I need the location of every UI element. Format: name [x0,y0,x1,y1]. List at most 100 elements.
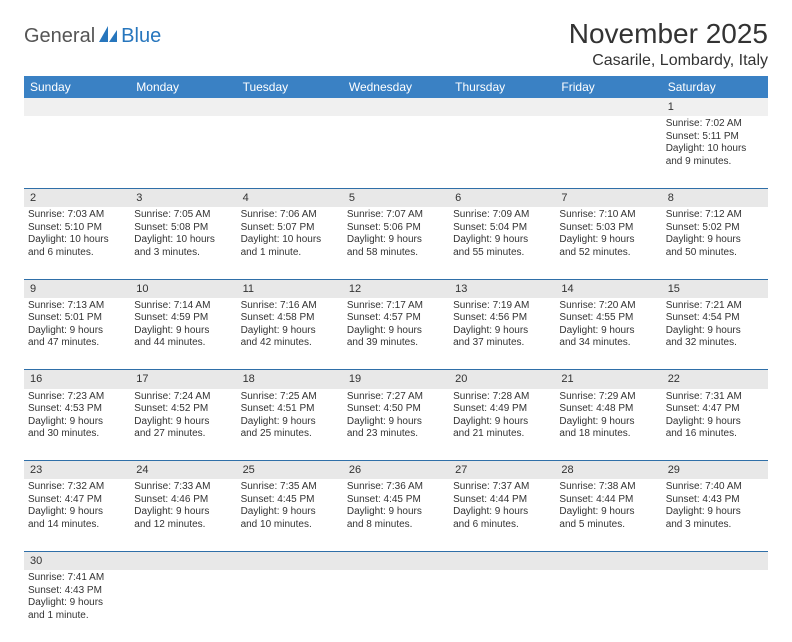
daylight-line: and 6 minutes. [28,247,126,260]
day-number [555,551,661,570]
daylight-line: Daylight: 9 hours [559,234,657,247]
sunrise-line: Sunrise: 7:41 AM [28,572,126,585]
daylight-line: and 14 minutes. [28,519,126,532]
day-cell: Sunrise: 7:38 AMSunset: 4:44 PMDaylight:… [555,479,661,551]
sunset-line: Sunset: 4:54 PM [666,312,764,325]
sunrise-line: Sunrise: 7:17 AM [347,300,445,313]
daylight-line: and 44 minutes. [134,337,232,350]
day-number: 19 [343,370,449,389]
sunset-line: Sunset: 5:04 PM [453,222,551,235]
day-number: 24 [130,461,236,480]
daylight-line: Daylight: 9 hours [453,234,551,247]
sunset-line: Sunset: 4:47 PM [28,494,126,507]
daylight-line: Daylight: 9 hours [28,506,126,519]
page-header: General Blue November 2025 Casarile, Lom… [24,18,768,70]
sunrise-line: Sunrise: 7:29 AM [559,391,657,404]
daylight-line: Daylight: 9 hours [241,416,339,429]
sunrise-line: Sunrise: 7:32 AM [28,481,126,494]
day-cell [237,570,343,642]
sunrise-line: Sunrise: 7:13 AM [28,300,126,313]
sunset-line: Sunset: 4:49 PM [453,403,551,416]
sunset-line: Sunset: 5:06 PM [347,222,445,235]
day-number: 20 [449,370,555,389]
day-number [449,551,555,570]
day-cell [449,116,555,188]
daynum-row: 16171819202122 [24,370,768,389]
day-number [343,551,449,570]
week-row: Sunrise: 7:23 AMSunset: 4:53 PMDaylight:… [24,389,768,461]
sunset-line: Sunset: 4:52 PM [134,403,232,416]
day-number: 14 [555,279,661,298]
day-number: 23 [24,461,130,480]
day-number [237,551,343,570]
sunset-line: Sunset: 4:50 PM [347,403,445,416]
week-row: Sunrise: 7:02 AMSunset: 5:11 PMDaylight:… [24,116,768,188]
day-cell: Sunrise: 7:41 AMSunset: 4:43 PMDaylight:… [24,570,130,642]
day-cell: Sunrise: 7:29 AMSunset: 4:48 PMDaylight:… [555,389,661,461]
day-number: 26 [343,461,449,480]
week-row: Sunrise: 7:03 AMSunset: 5:10 PMDaylight:… [24,207,768,279]
daylight-line: and 9 minutes. [666,156,764,169]
daynum-row: 9101112131415 [24,279,768,298]
day-number: 22 [662,370,768,389]
day-header-row: Sunday Monday Tuesday Wednesday Thursday… [24,76,768,98]
day-number: 25 [237,461,343,480]
sail-icon [97,24,119,49]
sunrise-line: Sunrise: 7:24 AM [134,391,232,404]
sunrise-line: Sunrise: 7:05 AM [134,209,232,222]
sunrise-line: Sunrise: 7:03 AM [28,209,126,222]
daylight-line: Daylight: 9 hours [28,325,126,338]
sunset-line: Sunset: 5:07 PM [241,222,339,235]
month-title: November 2025 [569,18,768,50]
sunset-line: Sunset: 4:46 PM [134,494,232,507]
day-number: 27 [449,461,555,480]
sunset-line: Sunset: 4:43 PM [28,585,126,598]
day-number: 4 [237,188,343,207]
day-number: 1 [662,98,768,116]
day-cell [343,570,449,642]
daylight-line: and 25 minutes. [241,428,339,441]
day-header: Thursday [449,76,555,98]
daylight-line: and 21 minutes. [453,428,551,441]
day-number: 18 [237,370,343,389]
sunrise-line: Sunrise: 7:23 AM [28,391,126,404]
day-cell: Sunrise: 7:10 AMSunset: 5:03 PMDaylight:… [555,207,661,279]
day-number: 16 [24,370,130,389]
day-cell: Sunrise: 7:28 AMSunset: 4:49 PMDaylight:… [449,389,555,461]
daylight-line: and 1 minute. [241,247,339,260]
day-cell: Sunrise: 7:03 AMSunset: 5:10 PMDaylight:… [24,207,130,279]
daylight-line: Daylight: 9 hours [241,506,339,519]
daylight-line: and 55 minutes. [453,247,551,260]
sunrise-line: Sunrise: 7:10 AM [559,209,657,222]
day-number: 8 [662,188,768,207]
day-cell: Sunrise: 7:23 AMSunset: 4:53 PMDaylight:… [24,389,130,461]
logo-text-blue: Blue [121,25,161,48]
day-number [449,98,555,116]
day-cell: Sunrise: 7:24 AMSunset: 4:52 PMDaylight:… [130,389,236,461]
daylight-line: Daylight: 9 hours [134,416,232,429]
day-number [343,98,449,116]
day-cell: Sunrise: 7:06 AMSunset: 5:07 PMDaylight:… [237,207,343,279]
logo-text-dark: General [24,25,95,48]
sunrise-line: Sunrise: 7:14 AM [134,300,232,313]
day-cell [343,116,449,188]
sunrise-line: Sunrise: 7:12 AM [666,209,764,222]
daylight-line: and 3 minutes. [134,247,232,260]
day-cell: Sunrise: 7:40 AMSunset: 4:43 PMDaylight:… [662,479,768,551]
day-number: 11 [237,279,343,298]
day-cell: Sunrise: 7:31 AMSunset: 4:47 PMDaylight:… [662,389,768,461]
day-cell [662,570,768,642]
day-cell [24,116,130,188]
daylight-line: and 30 minutes. [28,428,126,441]
daylight-line: Daylight: 9 hours [28,416,126,429]
daynum-row: 1 [24,98,768,116]
logo: General Blue [24,18,161,49]
daylight-line: and 39 minutes. [347,337,445,350]
day-number: 13 [449,279,555,298]
week-row: Sunrise: 7:32 AMSunset: 4:47 PMDaylight:… [24,479,768,551]
sunset-line: Sunset: 4:43 PM [666,494,764,507]
day-cell: Sunrise: 7:19 AMSunset: 4:56 PMDaylight:… [449,298,555,370]
day-cell: Sunrise: 7:12 AMSunset: 5:02 PMDaylight:… [662,207,768,279]
day-header: Friday [555,76,661,98]
sunrise-line: Sunrise: 7:33 AM [134,481,232,494]
